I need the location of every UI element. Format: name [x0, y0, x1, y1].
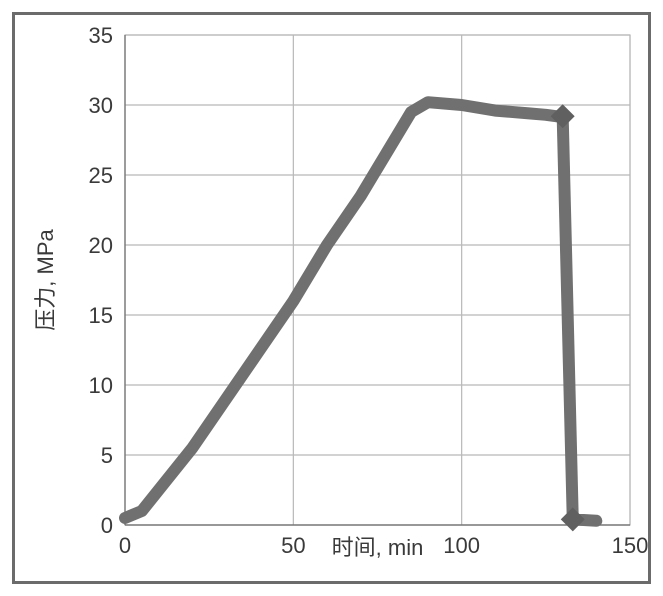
y-tick-label: 35	[89, 23, 113, 48]
chart-svg: 0 5 10 15 20 25 30 35 0 50 100 150 压力, MPa 时间, min	[15, 15, 648, 581]
y-tick-label: 30	[89, 93, 113, 118]
x-axis-label: 时间, min	[332, 535, 424, 560]
y-tick-label: 5	[101, 443, 113, 468]
x-tick-label: 0	[119, 533, 131, 558]
y-tick-label: 0	[101, 513, 113, 538]
x-tick-label: 100	[443, 533, 480, 558]
y-tick-label: 20	[89, 233, 113, 258]
chart-container: 0 5 10 15 20 25 30 35 0 50 100 150 压力, MPa 时间, min	[0, 0, 663, 596]
y-tick-label: 25	[89, 163, 113, 188]
plot-area: 0 5 10 15 20 25 30 35 0 50 100 150 压力, MPa 时间, min	[15, 15, 648, 581]
plot-background	[125, 35, 630, 525]
x-tick-label: 50	[281, 533, 305, 558]
y-axis-label: 压力, MPa	[33, 229, 58, 331]
chart-frame: 0 5 10 15 20 25 30 35 0 50 100 150 压力, MPa 时间, min	[12, 12, 651, 584]
y-tick-label: 10	[89, 373, 113, 398]
y-tick-label: 15	[89, 303, 113, 328]
x-tick-label: 150	[612, 533, 648, 558]
